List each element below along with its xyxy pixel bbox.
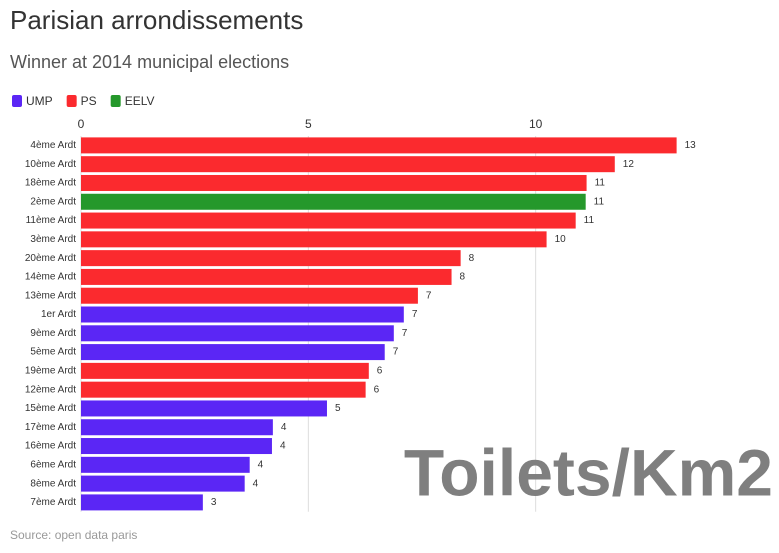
x-tick-label: 10 xyxy=(529,117,543,131)
value-label: 3 xyxy=(211,497,217,508)
legend-label: EELV xyxy=(125,94,155,108)
legend-label: UMP xyxy=(26,94,53,108)
legend-swatch xyxy=(12,95,22,107)
y-tick-label: 17ème Ardt xyxy=(25,422,76,433)
y-tick-label: 19ème Ardt xyxy=(25,366,76,377)
value-label: 5 xyxy=(335,403,341,414)
value-label: 13 xyxy=(685,140,697,151)
x-tick-label: 0 xyxy=(78,117,85,131)
value-label: 10 xyxy=(555,234,567,245)
value-label: 7 xyxy=(393,347,399,358)
y-tick-label: 14ème Ardt xyxy=(25,272,76,283)
y-tick-label: 16ème Ardt xyxy=(25,441,76,452)
value-label: 7 xyxy=(412,309,418,320)
value-label: 4 xyxy=(258,459,264,470)
value-label: 11 xyxy=(594,196,605,207)
bar xyxy=(81,344,385,361)
value-label: 6 xyxy=(374,384,380,395)
source: Source: open data paris xyxy=(10,528,137,542)
value-label: 4 xyxy=(253,478,259,489)
value-label: 11 xyxy=(595,178,606,189)
bar xyxy=(81,287,418,304)
bar xyxy=(81,231,547,248)
chart-title: Parisian arrondissements xyxy=(10,5,303,35)
y-tick-label: 6ème Ardt xyxy=(30,459,76,470)
y-tick-label: 5ème Ardt xyxy=(30,347,76,358)
x-tick-label: 5 xyxy=(305,117,312,131)
y-tick-label: 4ème Ardt xyxy=(30,140,76,151)
y-tick-label: 18ème Ardt xyxy=(25,178,76,189)
bar xyxy=(81,325,394,342)
bar xyxy=(81,306,404,323)
legend-swatch xyxy=(66,95,77,107)
chart-subtitle: Winner at 2014 municipal elections xyxy=(10,52,289,72)
value-label: 12 xyxy=(623,159,635,170)
bar xyxy=(81,193,586,210)
y-tick-label: 9ème Ardt xyxy=(30,328,76,339)
y-tick-label: 10ème Ardt xyxy=(25,159,76,170)
value-label: 7 xyxy=(426,290,432,301)
value-label: 8 xyxy=(460,272,466,283)
legend-swatch xyxy=(110,95,121,107)
legend-label: PS xyxy=(81,94,97,108)
y-tick-label: 3ème Ardt xyxy=(30,234,76,245)
y-tick-label: 1er Ardt xyxy=(41,309,76,320)
value-label: 6 xyxy=(377,366,383,377)
y-tick-label: 2ème Ardt xyxy=(30,196,76,207)
y-tick-label: 13ème Ardt xyxy=(25,290,76,301)
value-label: 4 xyxy=(280,441,286,452)
y-tick-label: 8ème Ardt xyxy=(30,478,76,489)
bar xyxy=(81,438,272,455)
annotation: Toilets/Km2 xyxy=(404,435,773,509)
bar xyxy=(81,419,273,436)
y-tick-label: 7ème Ardt xyxy=(30,497,76,508)
bar xyxy=(81,250,461,267)
value-label: 7 xyxy=(402,328,408,339)
value-label: 8 xyxy=(469,253,475,264)
bar xyxy=(81,212,576,229)
bar xyxy=(81,268,452,285)
y-tick-label: 12ème Ardt xyxy=(25,384,76,395)
bar xyxy=(81,475,245,492)
y-tick-label: 20ème Ardt xyxy=(25,253,76,264)
bar xyxy=(81,400,327,417)
bar xyxy=(81,381,366,398)
value-label: 11 xyxy=(584,215,595,226)
y-tick-label: 11ème Ardt xyxy=(26,215,77,226)
value-label: 4 xyxy=(281,422,287,433)
bar xyxy=(81,362,369,379)
bar xyxy=(81,156,615,173)
bar xyxy=(81,456,250,473)
bar xyxy=(81,494,203,511)
bar xyxy=(81,137,677,154)
bar xyxy=(81,174,587,191)
y-tick-label: 15ème Ardt xyxy=(25,403,76,414)
